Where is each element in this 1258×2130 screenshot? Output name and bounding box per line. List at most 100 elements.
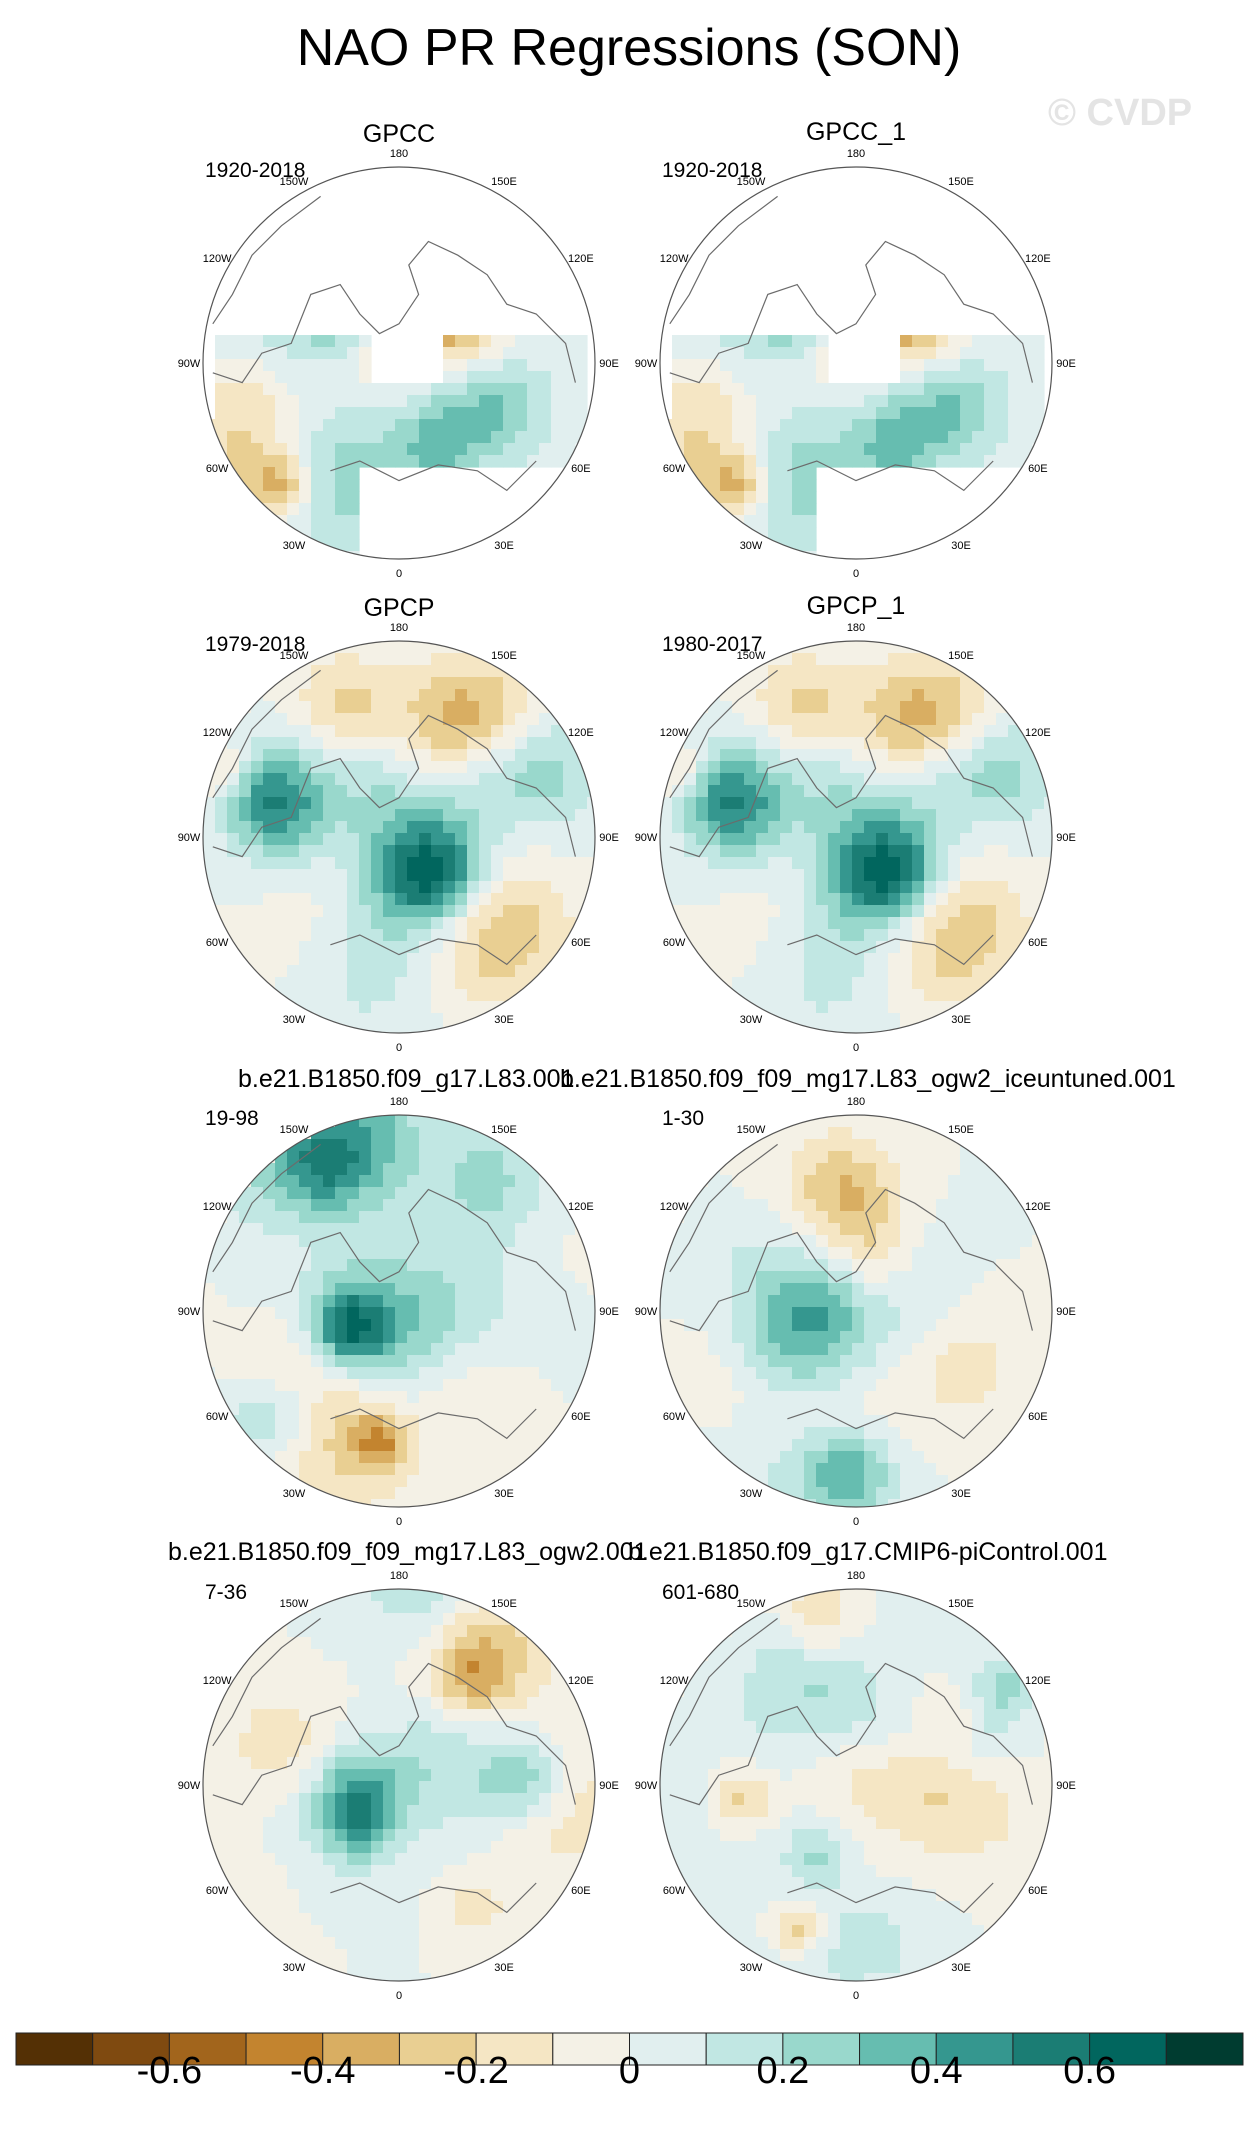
lon-label: 0 [853,1042,859,1054]
panel-title: GPCP_1 [806,592,906,620]
lon-label: 180 [847,1570,865,1582]
coastline-3 [330,1408,537,1440]
lon-label: 60E [571,1885,591,1897]
lon-label: 60W [663,463,686,475]
map-boundary [202,1114,596,1508]
lon-label: 180 [847,622,865,634]
coastline-3 [330,460,537,492]
lon-label: 60E [1028,937,1048,949]
lon-label: 0 [396,1516,402,1528]
lon-label: 90E [1056,1780,1076,1792]
coastline-3 [330,934,537,966]
panel-period: 1920-2018 [205,159,306,182]
polar-map-2: 180 150E 120E 90E 60E 30E 0 30W 60W 90W 120W 150W [635,148,1076,580]
lon-label: 30W [740,1488,763,1500]
lon-label: 120W [660,253,689,265]
coastline-1 [212,1188,576,1332]
polar-map-6: 180 150E 120E 90E 60E 30E 0 30W 60W 90W 120W 150W [635,1096,1076,1528]
lon-label: 150E [491,650,517,662]
lon-label: 120W [203,253,232,265]
lon-label: 30W [283,1962,306,1974]
panel-period: 601-680 [662,1581,740,1604]
lon-label: 150E [948,650,974,662]
map-boundary [202,1588,596,1982]
colorbar-box [475,2032,554,2066]
coastline-2 [212,1617,321,1747]
lon-label: 60E [1028,1885,1048,1897]
coastline-3 [330,1882,537,1914]
map-boundary [202,166,596,560]
lon-label: 30W [283,540,306,552]
lon-label: 0 [396,568,402,580]
lon-label: 30W [283,1488,306,1500]
panel-title: GPCC_1 [805,118,907,146]
lon-label: 150E [948,176,974,188]
lon-label: 120E [568,1675,594,1687]
figure-title: NAO PR Regressions (SON) [296,19,962,77]
coastline-2 [212,195,321,325]
lon-label: 90W [635,1780,658,1792]
coastline-2 [669,195,778,325]
map-boundary [202,640,596,1034]
lon-label: 150W [737,1598,766,1610]
panel-title: GPCP [363,594,435,622]
lon-label: 0 [853,1516,859,1528]
lon-label: 90E [599,832,619,844]
lon-label: 90E [599,1306,619,1318]
lon-label: 120E [1025,1675,1051,1687]
lon-label: 0 [396,1042,402,1054]
lon-label: 0 [396,1990,402,2002]
lon-label: 30W [740,540,763,552]
panel-title: b.e21.B1850.f09_g17.CMIP6-piControl.001 [628,1538,1108,1566]
panel-title: b.e21.B1850.f09_g17.L83.001 [238,1065,575,1093]
colorbar-box [1089,2032,1167,2066]
lon-label: 120E [1025,1201,1051,1213]
lon-label: 180 [847,1096,865,1108]
colorbar-box [15,2032,94,2066]
colorbar-tick-label: -0.2 [443,2050,509,2092]
lon-label: 60E [571,1411,591,1423]
colorbar-box [322,2032,400,2066]
lon-label: 60W [206,1411,229,1423]
polar-map-1: 180 150E 120E 90E 60E 30E 0 30W 60W 90W 120W 150W [178,148,619,580]
coastline-1 [669,714,1033,858]
coastline-1 [212,240,576,384]
lon-label: 90W [635,1306,658,1318]
lon-label: 150W [280,650,309,662]
lon-label: 60E [1028,463,1048,475]
lon-label: 30W [740,1014,763,1026]
polar-map-4: 180 150E 120E 90E 60E 30E 0 30W 60W 90W 120W 150W [635,622,1076,1054]
colorbar-box [1165,2032,1244,2066]
colorbar-tick-label: 0.4 [909,2050,963,2092]
panel-title: b.e21.B1850.f09_f09_mg17.L83_ogw2_iceunt… [560,1065,1176,1093]
map-boundary [659,1114,1053,1508]
colorbar-box [629,2032,707,2066]
coastline-2 [212,669,321,799]
colorbar-box [168,2032,247,2066]
coastline-3 [787,934,994,966]
coastline-1 [669,240,1033,384]
coastline-1 [669,1188,1033,1332]
lon-label: 120W [660,727,689,739]
lon-label: 120W [203,1675,232,1687]
lon-label: 30E [494,1962,514,1974]
lon-label: 90W [178,1780,201,1792]
lon-label: 120W [660,1201,689,1213]
colorbar-box [245,2032,324,2066]
coastline-2 [669,669,778,799]
lon-label: 120W [203,1201,232,1213]
coastline-2 [669,1143,778,1273]
lon-label: 60W [206,463,229,475]
lon-label: 30E [951,540,971,552]
lon-label: 30E [494,1014,514,1026]
coastline-3 [787,1882,994,1914]
colorbar-tick-label: 0 [618,2050,641,2092]
lon-label: 150W [280,1124,309,1136]
lon-label: 120E [1025,253,1051,265]
panel-period: 7-36 [205,1581,248,1604]
lon-label: 120E [568,253,594,265]
lon-label: 180 [390,622,408,634]
lon-label: 0 [853,1990,859,2002]
lon-label: 180 [390,1570,408,1582]
coastline-2 [669,1617,778,1747]
